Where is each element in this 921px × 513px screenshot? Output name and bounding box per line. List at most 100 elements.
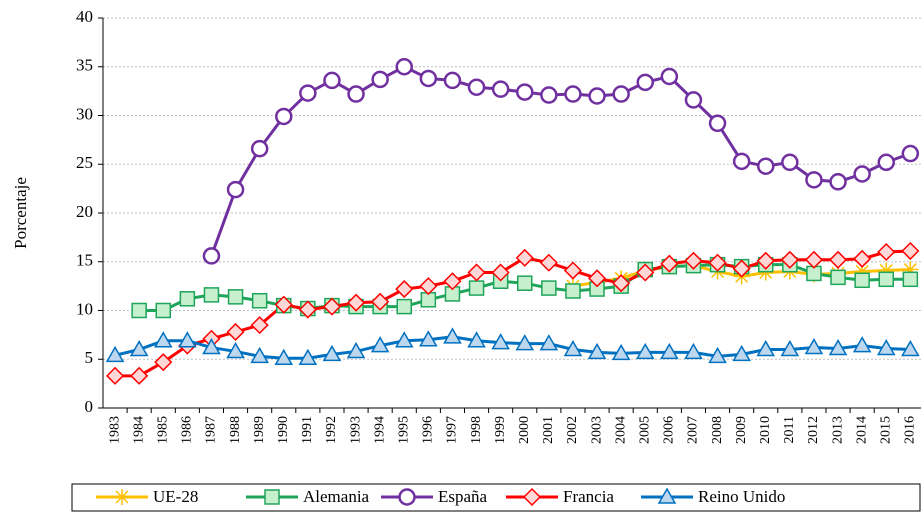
y-tick-label: 10 bbox=[76, 299, 93, 318]
x-tick-label: 1999 bbox=[493, 416, 508, 444]
marker bbox=[830, 269, 846, 286]
marker bbox=[635, 342, 655, 360]
legend-label: Reino Unido bbox=[698, 487, 785, 506]
x-tick-label: 2011 bbox=[782, 416, 797, 443]
x-tick-label: 1986 bbox=[180, 416, 195, 444]
marker bbox=[131, 302, 147, 319]
marker bbox=[323, 71, 341, 90]
marker bbox=[155, 302, 171, 319]
marker bbox=[275, 107, 293, 126]
marker bbox=[877, 153, 895, 172]
marker bbox=[901, 339, 920, 357]
marker bbox=[395, 58, 413, 76]
legend-box bbox=[71, 483, 921, 512]
marker bbox=[828, 250, 848, 269]
marker bbox=[371, 292, 390, 311]
x-tick-label: 2003 bbox=[589, 416, 604, 444]
marker bbox=[322, 344, 342, 362]
marker bbox=[660, 67, 679, 86]
marker bbox=[563, 339, 583, 357]
marker bbox=[757, 157, 775, 175]
x-tick-label: 1984 bbox=[131, 416, 146, 444]
marker bbox=[322, 297, 342, 316]
marker bbox=[829, 173, 847, 191]
x-tick-label: 2007 bbox=[686, 416, 701, 444]
marker bbox=[298, 300, 317, 319]
x-tick-label: 1994 bbox=[372, 416, 387, 444]
x-tick-label: 1998 bbox=[469, 416, 484, 444]
marker bbox=[251, 293, 268, 309]
marker bbox=[443, 71, 462, 90]
marker bbox=[468, 280, 485, 296]
x-tick-label: 2013 bbox=[830, 416, 845, 444]
marker bbox=[467, 263, 486, 282]
marker bbox=[419, 330, 438, 347]
marker bbox=[563, 261, 583, 280]
marker bbox=[299, 84, 317, 102]
x-tick-label: 1992 bbox=[324, 416, 339, 444]
x-tick-label: 1997 bbox=[445, 416, 460, 444]
x-tick-label: 2008 bbox=[710, 416, 725, 444]
marker bbox=[396, 298, 412, 315]
x-tick-label: 2010 bbox=[758, 416, 773, 444]
x-tick-label: 2016 bbox=[903, 416, 918, 444]
marker bbox=[105, 366, 125, 385]
series-line bbox=[115, 249, 911, 378]
y-tick-label: 5 bbox=[85, 348, 94, 367]
marker bbox=[541, 280, 557, 296]
marker bbox=[565, 283, 581, 299]
y-tick-label: 30 bbox=[76, 104, 93, 123]
legend-label: UE-28 bbox=[153, 487, 198, 506]
marker bbox=[467, 331, 486, 348]
marker bbox=[540, 86, 558, 104]
marker bbox=[660, 342, 679, 360]
marker bbox=[901, 241, 920, 261]
marker bbox=[804, 250, 824, 269]
x-tick-label: 2002 bbox=[565, 416, 580, 444]
x-tick-label: 1996 bbox=[421, 416, 436, 444]
marker bbox=[347, 85, 365, 103]
marker bbox=[491, 333, 510, 350]
marker bbox=[732, 152, 751, 171]
marker bbox=[684, 342, 703, 360]
marker bbox=[203, 287, 220, 303]
marker bbox=[684, 91, 703, 109]
legend-marker bbox=[114, 489, 130, 505]
series-markers bbox=[105, 327, 920, 366]
legend-marker bbox=[264, 489, 280, 505]
marker bbox=[539, 253, 558, 272]
x-tick-label: 2006 bbox=[662, 416, 677, 444]
marker bbox=[564, 85, 582, 103]
y-tick-label: 20 bbox=[76, 202, 93, 221]
marker bbox=[153, 331, 173, 348]
marker bbox=[877, 242, 896, 262]
legend-marker bbox=[398, 488, 416, 506]
marker bbox=[902, 271, 919, 288]
marker bbox=[708, 253, 727, 272]
marker bbox=[226, 180, 245, 199]
x-tick-label: 1987 bbox=[204, 416, 219, 444]
marker bbox=[828, 339, 848, 356]
x-tick-label: 1991 bbox=[300, 416, 315, 444]
marker bbox=[805, 171, 823, 189]
x-tick-label: 2012 bbox=[806, 416, 821, 444]
x-tick-label: 2014 bbox=[854, 416, 869, 444]
x-tick-label: 2005 bbox=[637, 416, 652, 444]
marker bbox=[179, 291, 196, 307]
legend-label: Alemania bbox=[303, 487, 370, 506]
marker bbox=[756, 251, 775, 270]
marker bbox=[804, 338, 824, 355]
marker bbox=[105, 345, 125, 363]
marker bbox=[853, 165, 871, 183]
marker bbox=[708, 114, 727, 133]
marker bbox=[443, 272, 462, 291]
marker bbox=[757, 264, 774, 281]
marker bbox=[250, 316, 269, 335]
marker bbox=[684, 251, 703, 270]
marker bbox=[854, 272, 870, 289]
x-tick-label: 2009 bbox=[734, 416, 749, 444]
marker bbox=[274, 348, 294, 366]
legend-label: España bbox=[438, 487, 488, 506]
y-tick-label: 25 bbox=[76, 153, 93, 172]
